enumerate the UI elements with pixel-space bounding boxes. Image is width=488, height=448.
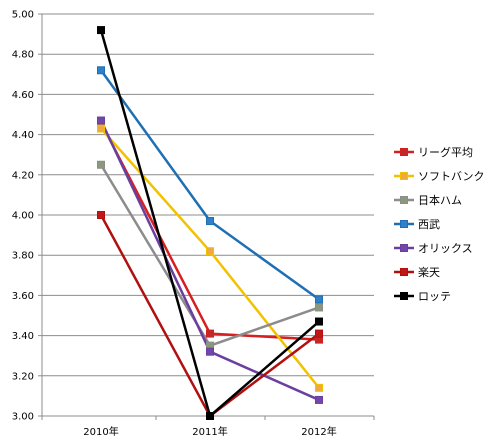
series-0	[99, 121, 320, 341]
legend-item: リーグ平均	[394, 145, 473, 159]
data-point	[97, 26, 105, 35]
series-lines	[97, 26, 323, 420]
legend-label: ソフトバンク	[418, 170, 485, 183]
y-tick-label: 5.00	[12, 10, 34, 21]
y-tick-label: 4.40	[12, 130, 34, 141]
legend-item: 西武	[394, 218, 440, 231]
data-point	[206, 412, 214, 420]
legend-label: ロッテ	[418, 290, 451, 303]
y-tick-label: 3.40	[12, 331, 34, 342]
y-tick-label: 4.80	[12, 50, 34, 61]
data-point	[315, 329, 323, 338]
y-tick-label: 3.20	[12, 371, 34, 382]
data-point	[206, 329, 214, 338]
series-markers-3	[97, 66, 323, 304]
data-point	[97, 124, 105, 133]
legend-item: ロッテ	[394, 290, 451, 303]
y-tick-label: 3.80	[12, 251, 34, 262]
legend-label: リーグ平均	[418, 145, 473, 159]
legend-swatch-marker	[400, 244, 408, 252]
series-markers-1	[97, 124, 323, 392]
series-markers-5	[97, 211, 323, 420]
legend-label: 楽天	[418, 266, 440, 279]
data-point	[315, 317, 323, 326]
data-point	[97, 66, 105, 75]
x-tick-label: 2011年	[192, 425, 227, 438]
legend-label: オリックス	[418, 242, 473, 255]
y-tick-label: 4.60	[12, 90, 34, 101]
data-point	[315, 395, 323, 404]
legend-item: ソフトバンク	[394, 170, 485, 183]
legend-swatch-marker	[400, 148, 408, 156]
gridlines	[42, 13, 374, 377]
legend-label: 西武	[418, 218, 440, 231]
y-tick-label: 3.00	[12, 412, 34, 423]
legend-label: 日本ハム	[418, 193, 462, 207]
series-markers-4	[97, 116, 323, 404]
legend-swatch-marker	[400, 196, 408, 204]
data-point	[206, 217, 214, 226]
data-point	[315, 295, 323, 304]
data-point	[97, 160, 105, 169]
data-point	[206, 247, 214, 256]
data-point	[315, 303, 323, 312]
x-axis: 2010年 2011年 2012年	[41, 415, 375, 438]
y-tick-label: 3.60	[12, 291, 34, 302]
legend-swatch-marker	[400, 172, 408, 180]
data-point	[97, 211, 105, 219]
series-markers-6	[97, 26, 323, 420]
legend-swatch-marker	[400, 292, 408, 300]
data-point	[97, 116, 105, 125]
legend-item: 日本ハム	[394, 193, 462, 207]
x-tick-label: 2010年	[83, 425, 118, 438]
y-tick-label: 4.20	[12, 170, 34, 181]
x-tick-label: 2012年	[301, 425, 336, 438]
legend-swatch-marker	[400, 268, 408, 276]
legend-item: 楽天	[394, 266, 440, 279]
series-line	[99, 121, 320, 341]
data-point	[315, 383, 323, 392]
legend-swatch-marker	[400, 220, 408, 228]
series-markers-0	[97, 118, 323, 344]
data-point	[206, 347, 214, 356]
legend-item: オリックス	[394, 242, 473, 255]
y-tick-label: 4.00	[12, 211, 34, 222]
y-axis: 3.00 3.20 3.40 3.60 3.80 4.00 4.20 4.40 4.60 4.80…	[12, 10, 43, 423]
